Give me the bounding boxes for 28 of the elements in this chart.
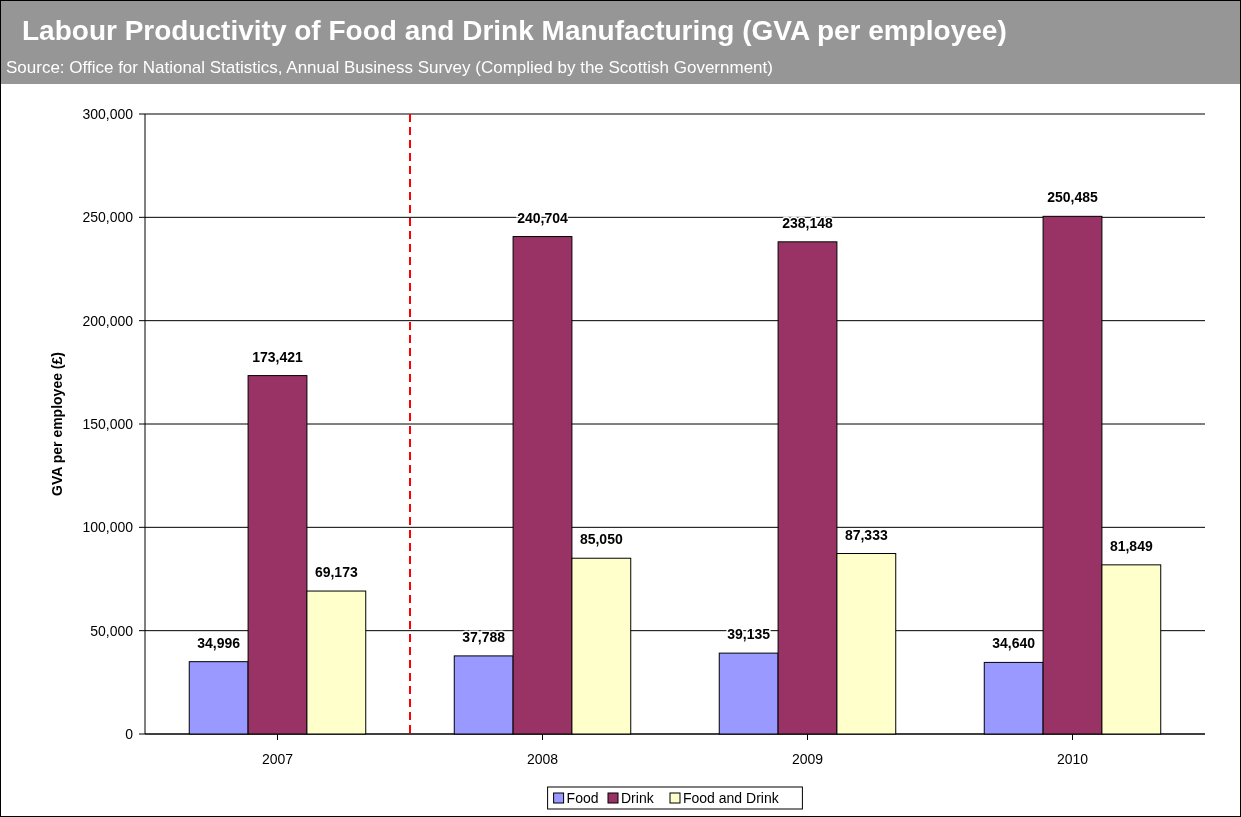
data-label: 34,996 [197,634,241,651]
x-tick-label: 2009 [791,751,824,767]
legend-label: Food and Drink [683,790,780,806]
chart-title: Labour Productivity of Food and Drink Manufacturing (GVA per employee) [22,15,1007,46]
legend-label: Food [566,790,599,806]
data-label: 173,421 [252,348,304,365]
data-label: 238,148 [782,214,834,231]
data-label: 85,050 [579,531,623,548]
y-tick-label: 200,000 [82,312,134,329]
data-label: 81,849 [1109,537,1153,554]
data-label: 37,788 [462,628,506,645]
data-label: 250,485 [1047,189,1099,206]
data-label: 69,173 [314,564,358,581]
data-label: 34,640 [992,635,1036,652]
x-tick-label: 2007 [261,751,294,767]
legend-label: Drink [621,790,655,806]
y-tick-label: 150,000 [82,415,134,432]
y-axis-title: GVA per employee (£) [49,352,65,496]
y-tick-label: 300,000 [82,105,134,122]
data-label: 87,333 [844,526,888,543]
data-label: 39,135 [727,626,771,643]
x-tick-label: 2010 [1056,751,1089,767]
y-tick-label: 0 [125,725,134,742]
y-tick-label: 250,000 [82,209,134,226]
y-tick-label: 50,000 [90,622,134,639]
chart-subtitle: Source: Office for National Statistics, Annual Business Survey (Complied by the Scottish Government) [6,58,773,77]
y-tick-label: 100,000 [82,519,134,536]
x-tick-label: 2008 [526,751,559,767]
